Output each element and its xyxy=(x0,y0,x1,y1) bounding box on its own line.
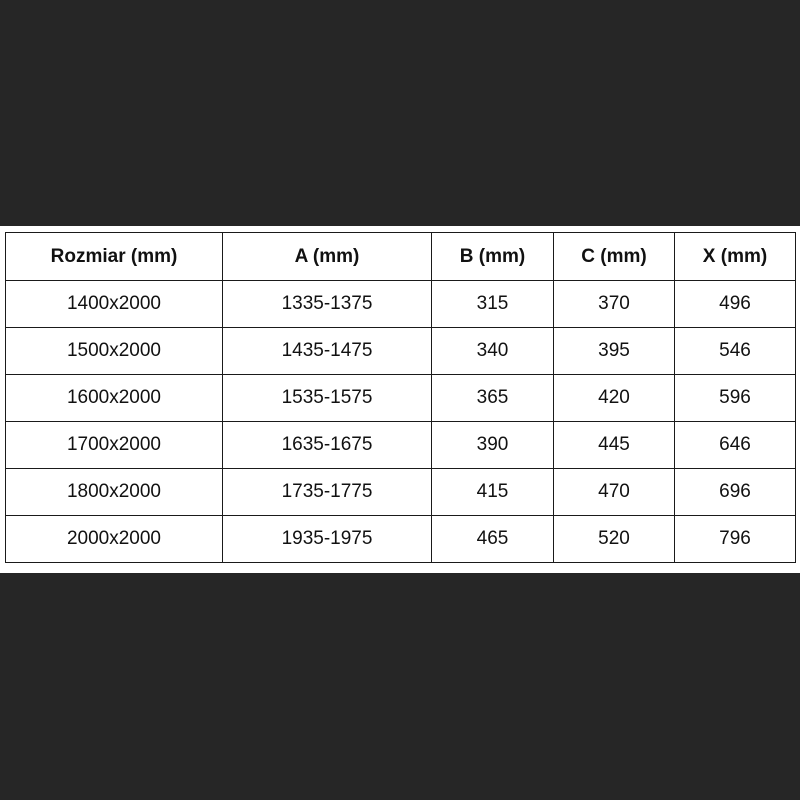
table-cell: 796 xyxy=(674,515,796,563)
table-cell: 596 xyxy=(674,374,796,422)
table-cell: 415 xyxy=(431,468,554,516)
table-cell: 365 xyxy=(431,374,554,422)
table-cell: 496 xyxy=(674,280,796,328)
table-cell: 2000x2000 xyxy=(5,515,223,563)
header-row: Rozmiar (mm) A (mm) B (mm) C (mm) X (mm) xyxy=(5,232,796,281)
header-x: X (mm) xyxy=(674,232,796,281)
table-cell: 1800x2000 xyxy=(5,468,223,516)
table-row: 1800x2000 1735-1775 415 470 696 xyxy=(5,468,796,516)
table-cell: 395 xyxy=(553,327,675,375)
table-cell: 1600x2000 xyxy=(5,374,223,422)
header-size: Rozmiar (mm) xyxy=(5,232,223,281)
table-cell: 1535-1575 xyxy=(222,374,432,422)
table-cell: 1335-1375 xyxy=(222,280,432,328)
header-a: A (mm) xyxy=(222,232,432,281)
table-cell: 370 xyxy=(553,280,675,328)
table-row: 1600x2000 1535-1575 365 420 596 xyxy=(5,374,796,422)
table-cell: 470 xyxy=(553,468,675,516)
table-row: 1400x2000 1335-1375 315 370 496 xyxy=(5,280,796,328)
table-cell: 520 xyxy=(553,515,675,563)
header-c: C (mm) xyxy=(553,232,675,281)
table-cell: 1735-1775 xyxy=(222,468,432,516)
table-cell: 390 xyxy=(431,421,554,469)
table-cell: 546 xyxy=(674,327,796,375)
table-cell: 1635-1675 xyxy=(222,421,432,469)
table-cell: 1500x2000 xyxy=(5,327,223,375)
table-cell: 1435-1475 xyxy=(222,327,432,375)
table-cell: 646 xyxy=(674,421,796,469)
dimensions-table: Rozmiar (mm) A (mm) B (mm) C (mm) X (mm)… xyxy=(5,232,796,563)
table-cell: 445 xyxy=(553,421,675,469)
table-cell: 1935-1975 xyxy=(222,515,432,563)
table-cell: 340 xyxy=(431,327,554,375)
table-cell: 315 xyxy=(431,280,554,328)
header-b: B (mm) xyxy=(431,232,554,281)
table-cell: 696 xyxy=(674,468,796,516)
table-cell: 1700x2000 xyxy=(5,421,223,469)
table-row: 1500x2000 1435-1475 340 395 546 xyxy=(5,327,796,375)
table-row: 1700x2000 1635-1675 390 445 646 xyxy=(5,421,796,469)
table-cell: 465 xyxy=(431,515,554,563)
table-cell: 1400x2000 xyxy=(5,280,223,328)
table-cell: 420 xyxy=(553,374,675,422)
table-row: 2000x2000 1935-1975 465 520 796 xyxy=(5,515,796,563)
